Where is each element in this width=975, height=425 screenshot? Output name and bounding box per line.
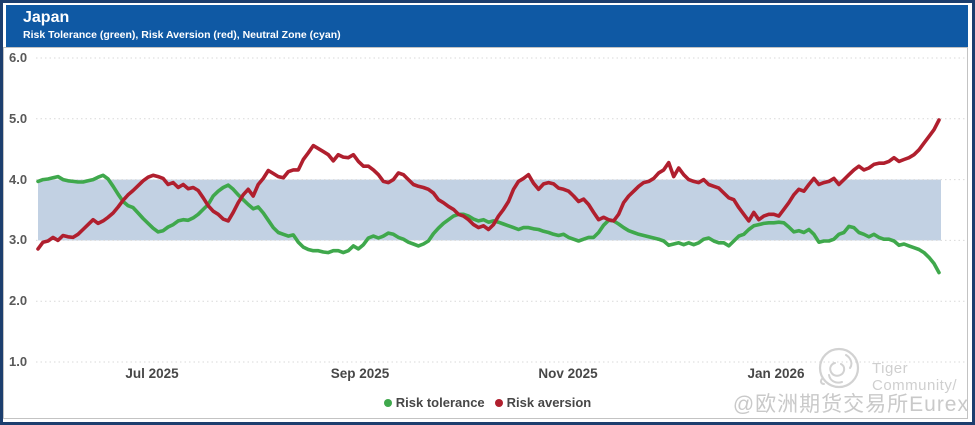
chart-legend: Risk tolerance Risk aversion [0, 395, 975, 410]
y-axis-tick-label: 2.0 [9, 293, 28, 309]
legend-dot-icon [383, 398, 392, 407]
tiger-community-logo-icon [818, 347, 860, 389]
legend-label: Risk tolerance [395, 395, 485, 410]
y-axis-tick-label: 3.0 [9, 232, 28, 248]
y-axis-tick-label: 4.0 [9, 171, 28, 187]
x-axis-tick-label: Nov 2025 [538, 366, 598, 381]
chart-header: Japan Risk Tolerance (green), Risk Avers… [6, 5, 968, 47]
y-axis-tick-label: 5.0 [9, 110, 28, 126]
y-axis-tick-label: 1.0 [9, 354, 28, 369]
eurex-account-watermark: @欧洲期货交易所Eurex [732, 393, 969, 416]
x-axis-tick-label: Jul 2025 [125, 366, 179, 381]
tiger-community-watermark: Tiger Community/ [872, 360, 958, 394]
legend-item: Risk tolerance [383, 395, 485, 410]
legend-dot-icon [494, 398, 503, 407]
chart-title: Japan [23, 9, 70, 26]
legend-label: Risk aversion [506, 395, 592, 410]
chart-subtitle: Risk Tolerance (green), Risk Aversion (r… [23, 29, 341, 41]
legend-item: Risk aversion [494, 395, 592, 410]
x-axis-tick-label: Sep 2025 [330, 366, 390, 381]
x-axis-tick-label: Jan 2026 [747, 366, 805, 381]
y-axis-tick-label: 6.0 [9, 50, 28, 65]
